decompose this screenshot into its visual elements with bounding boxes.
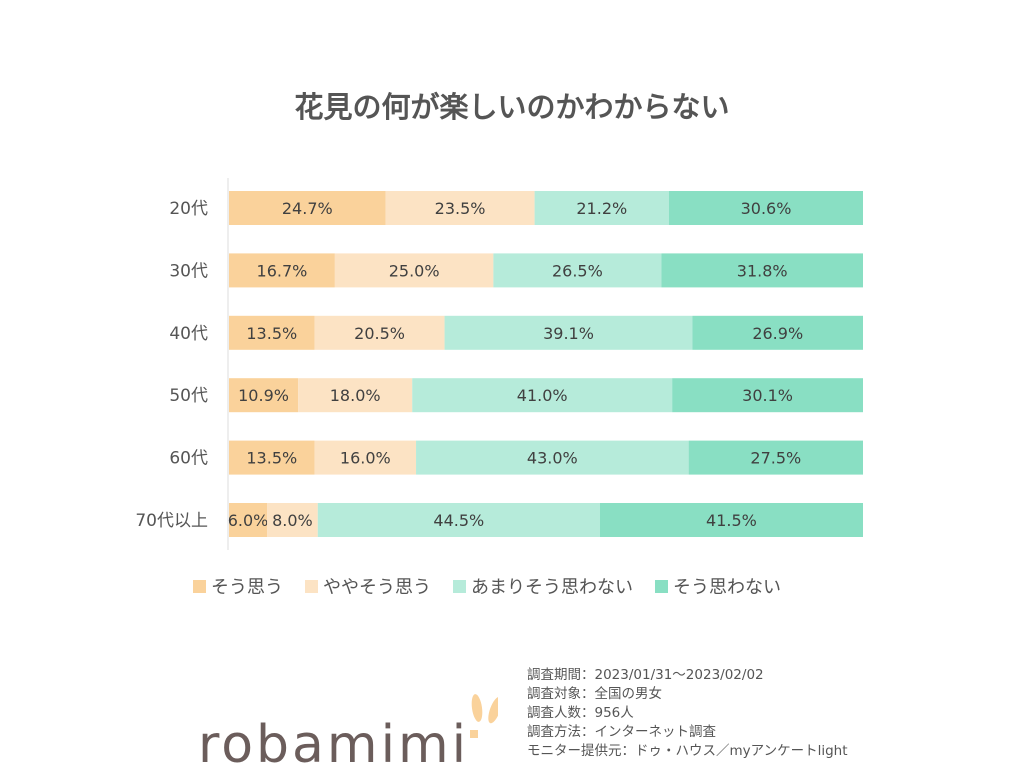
note-provider: モニター提供元：ドゥ・ハウス／myアンケートlight	[527, 743, 848, 759]
legend-item: そう思わない	[655, 573, 781, 599]
bar-segment	[314, 440, 417, 475]
bar-segment	[416, 440, 689, 475]
legend-swatch	[193, 579, 206, 593]
note-count: 調査人数：956人	[527, 705, 634, 721]
data-label: 18.0%	[330, 386, 381, 405]
bar-chart: 20代 24.7% 23.5% 21.2% 30.6% 30代 16.7% 25.0% 26.5…	[135, 178, 863, 550]
legend-swatch	[655, 579, 668, 593]
bar-segment	[688, 440, 863, 475]
legend-label: ややそう思う	[323, 577, 431, 598]
bar-segment	[493, 253, 662, 288]
data-label: 43.0%	[527, 449, 578, 468]
survey-notes: 調査期間：2023/01/31～2023/02/02 調査対象：全国の男女 調査…	[527, 666, 848, 761]
bar-segment	[229, 440, 315, 475]
data-label: 39.1%	[543, 324, 594, 343]
bar-segment	[317, 503, 600, 537]
data-label: 25.0%	[389, 261, 440, 280]
legend-swatch	[453, 579, 466, 593]
data-label: 10.9%	[238, 386, 289, 405]
legend-item: ややそう思う	[305, 573, 431, 599]
data-label: 23.5%	[435, 199, 486, 218]
data-label: 16.0%	[340, 449, 391, 468]
data-label: 13.5%	[246, 324, 297, 343]
bar-segment	[672, 378, 863, 413]
legend-label: あまりそう思わない	[471, 577, 633, 598]
note-target: 調査対象：全国の男女	[527, 686, 662, 702]
category-label: 30代	[169, 261, 208, 281]
data-label: 8.0%	[272, 511, 313, 530]
legend-label: そう思わない	[673, 577, 781, 598]
data-label: 13.5%	[246, 449, 297, 468]
chart-title: 花見の何が楽しいのかわからない	[294, 90, 730, 124]
bar-segment	[229, 503, 268, 537]
bar-segment	[412, 378, 673, 413]
data-label: 16.7%	[257, 261, 308, 280]
svg-text:robamimi: robamimi	[198, 715, 469, 765]
bar-segment	[661, 253, 863, 288]
bar-segment	[229, 378, 299, 413]
bar-segment	[267, 503, 318, 537]
data-label: 24.7%	[282, 199, 333, 218]
data-label: 21.2%	[576, 199, 627, 218]
bar-segment	[229, 191, 386, 225]
bar-segment	[692, 315, 863, 350]
legend-swatch	[305, 579, 318, 593]
data-label: 44.5%	[433, 511, 484, 530]
bar-segment	[534, 191, 669, 225]
data-label: 6.0%	[228, 511, 269, 530]
bar-segment	[314, 315, 445, 350]
category-label: 60代	[169, 449, 208, 469]
data-label: 31.8%	[737, 261, 788, 280]
category-label: 50代	[169, 386, 208, 406]
bar-segment	[444, 315, 693, 350]
bar-segment	[599, 503, 863, 537]
legend: そう思う ややそう思う あまりそう思わない そう思わない	[193, 573, 781, 599]
legend-item: そう思う	[193, 573, 283, 599]
bar-segment	[668, 191, 863, 225]
category-label: 20代	[169, 199, 208, 219]
bar-segment	[298, 378, 413, 413]
category-label: 70代以上	[135, 511, 208, 531]
note-method: 調査方法：インターネット調査	[527, 724, 716, 740]
bar-segment	[229, 315, 315, 350]
data-label: 26.5%	[552, 261, 603, 280]
data-label: 27.5%	[750, 449, 801, 468]
robamimi-logo: robamimi	[198, 694, 498, 765]
bar-segment	[334, 253, 494, 288]
data-label: 41.0%	[517, 386, 568, 405]
note-period: 調査期間：2023/01/31～2023/02/02	[527, 667, 764, 683]
data-label: 30.6%	[741, 199, 792, 218]
data-label: 41.5%	[706, 511, 757, 530]
category-label: 40代	[169, 324, 208, 344]
data-label: 30.1%	[742, 386, 793, 405]
data-label: 26.9%	[752, 324, 803, 343]
legend-item: あまりそう思わない	[453, 573, 633, 599]
legend-label: そう思う	[211, 577, 283, 598]
bar-segment	[229, 253, 335, 288]
bar-segment	[385, 191, 535, 225]
data-label: 20.5%	[354, 324, 405, 343]
